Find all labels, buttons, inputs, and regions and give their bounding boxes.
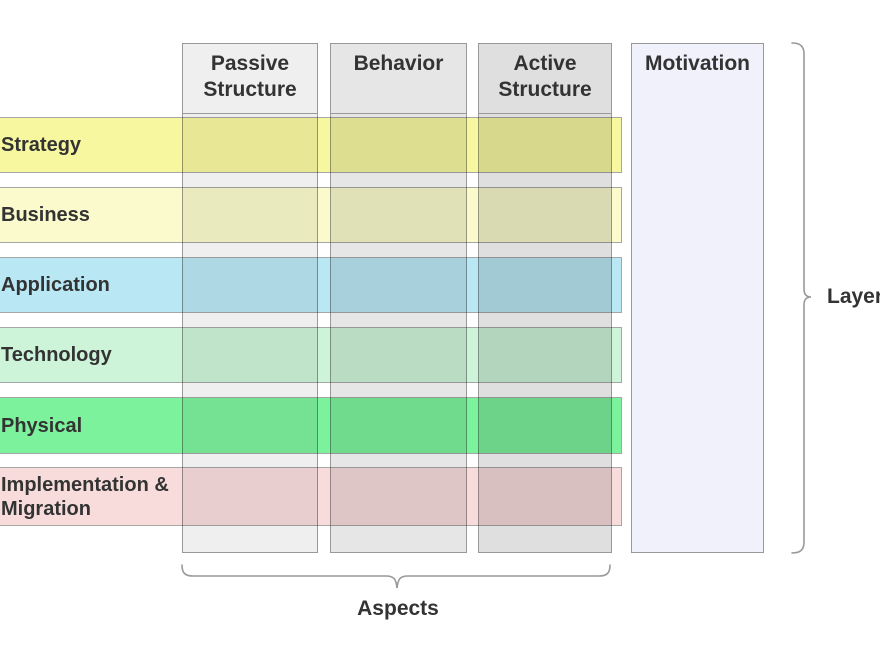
row-label-technology: Technology [1,344,112,366]
row-label-strategy: Strategy [1,134,82,156]
row-strategy: Strategy [0,117,622,173]
column-header-active-structure: Active Structure [479,44,611,114]
aspects-brace [181,564,611,589]
aspects-label: Aspects [357,597,439,620]
row-label-implementation-migration: Implementation & Migration [1,473,169,520]
layers-label: Layers [827,285,880,308]
row-label-physical: Physical [1,414,83,437]
row-application: Application [0,257,622,313]
column-header-behavior: Behavior [331,44,466,114]
column-header-motivation: Motivation [645,52,750,75]
column-motivation: Motivation [631,43,764,553]
row-label-application: Application [1,274,110,296]
row-business: Business [0,187,622,243]
column-header-passive-structure: Passive Structure [183,44,317,114]
row-physical: Physical [0,397,622,454]
row-label-business: Business [1,204,90,226]
layers-bracket [791,42,812,554]
row-implementation-migration: Implementation & Migration [0,467,622,526]
row-technology: Technology [0,327,622,383]
